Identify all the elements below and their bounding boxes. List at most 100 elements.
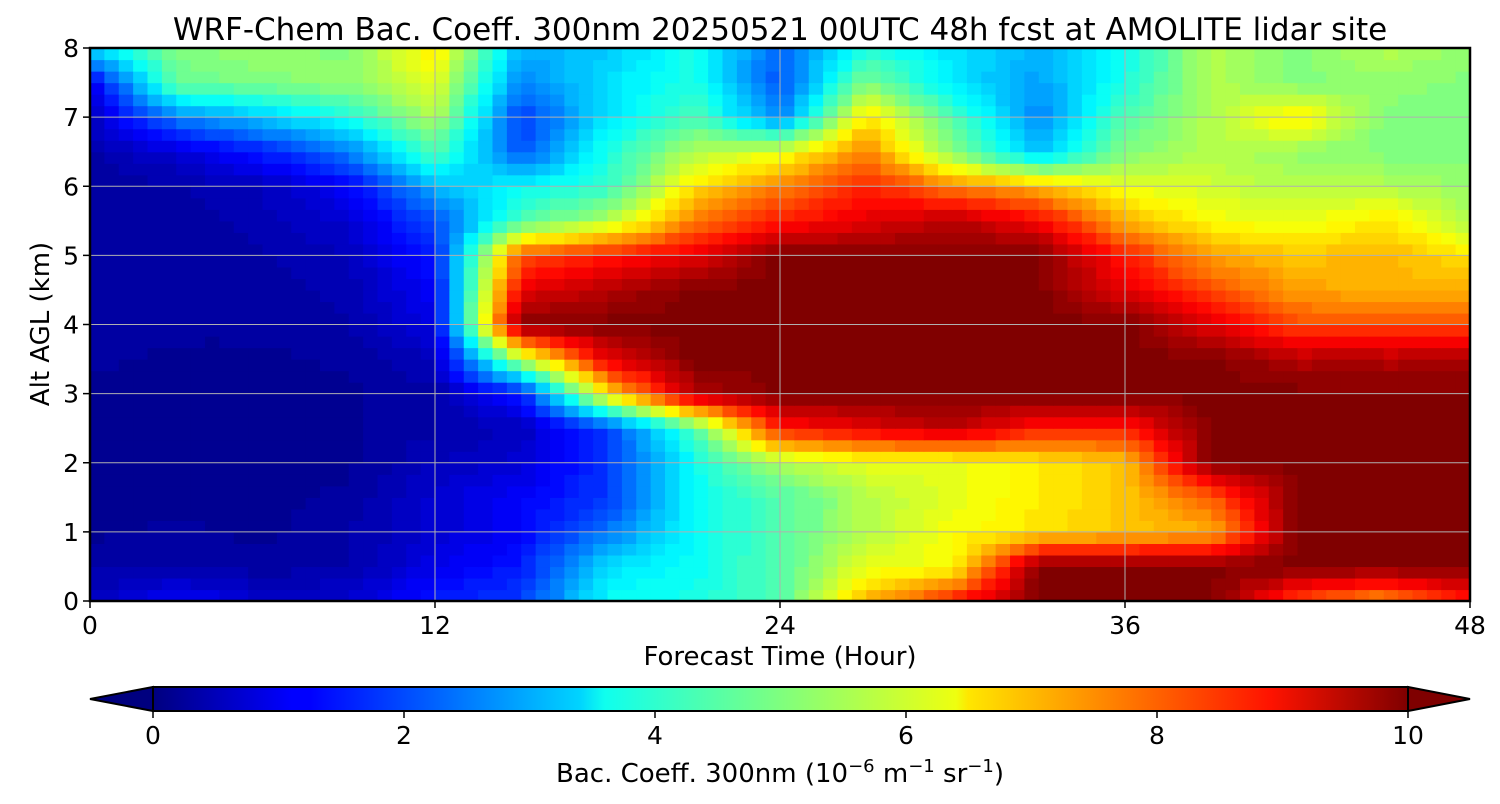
heatmap-cell bbox=[679, 197, 695, 210]
heatmap-cell bbox=[104, 312, 120, 326]
heatmap-cell bbox=[607, 255, 623, 268]
heatmap-cell bbox=[1053, 128, 1069, 141]
heatmap-cell bbox=[406, 266, 422, 280]
heatmap-cell bbox=[1240, 128, 1255, 141]
heatmap-cell bbox=[1283, 554, 1299, 568]
heatmap-cell bbox=[190, 278, 206, 291]
heatmap-cell bbox=[880, 140, 896, 153]
heatmap-cell bbox=[564, 117, 580, 130]
heatmap-cell bbox=[406, 151, 422, 164]
heatmap-cell bbox=[1240, 266, 1255, 280]
heatmap-cell bbox=[593, 577, 609, 591]
heatmap-cell bbox=[305, 243, 321, 256]
heatmap-cell bbox=[305, 324, 321, 337]
heatmap-cell bbox=[564, 439, 580, 452]
heatmap-cell bbox=[133, 439, 149, 452]
heatmap-cell bbox=[276, 266, 292, 280]
heatmap-cell bbox=[406, 163, 422, 176]
heatmap-cell bbox=[909, 577, 925, 591]
heatmap-cell bbox=[190, 312, 206, 326]
heatmap-cell bbox=[851, 94, 867, 107]
heatmap-cell bbox=[1182, 163, 1198, 176]
heatmap-cell bbox=[995, 128, 1011, 141]
heatmap-cell bbox=[104, 520, 120, 533]
heatmap-cell bbox=[607, 324, 623, 337]
heatmap-cell bbox=[650, 48, 666, 61]
heatmap-cell bbox=[1125, 197, 1140, 210]
heatmap-cell bbox=[190, 186, 206, 199]
heatmap-cell bbox=[837, 82, 853, 95]
heatmap-cell bbox=[521, 416, 537, 429]
heatmap-cell bbox=[420, 289, 436, 303]
heatmap-cell bbox=[219, 209, 235, 222]
heatmap-cell bbox=[794, 566, 810, 579]
heatmap-cell bbox=[923, 497, 939, 510]
heatmap-cell bbox=[981, 301, 997, 314]
heatmap-cell bbox=[837, 577, 853, 591]
heatmap-cell bbox=[952, 186, 968, 199]
y-tick-label: 0 bbox=[63, 587, 79, 616]
heatmap-cell bbox=[147, 197, 163, 210]
heatmap-cell bbox=[1240, 71, 1255, 84]
heatmap-cell bbox=[348, 451, 364, 464]
heatmap-cell bbox=[564, 151, 580, 164]
heatmap-cell bbox=[506, 566, 522, 579]
heatmap-cell bbox=[837, 428, 853, 441]
heatmap-cell bbox=[161, 531, 177, 544]
heatmap-cell bbox=[1010, 59, 1025, 72]
heatmap-cell bbox=[823, 382, 839, 395]
heatmap-cell bbox=[190, 405, 206, 418]
heatmap-cell bbox=[1053, 543, 1069, 556]
heatmap-cell bbox=[248, 554, 264, 568]
heatmap-cell bbox=[305, 577, 321, 591]
heatmap-cell bbox=[176, 531, 192, 544]
heatmap-cell bbox=[1398, 140, 1414, 153]
heatmap-cell bbox=[219, 405, 235, 418]
heatmap-cell bbox=[1311, 520, 1327, 533]
heatmap-cell bbox=[995, 336, 1011, 349]
heatmap-cell bbox=[478, 209, 494, 222]
heatmap-cell bbox=[1326, 82, 1342, 95]
heatmap-cell bbox=[291, 243, 307, 256]
heatmap-cell bbox=[463, 485, 479, 498]
heatmap-cell bbox=[823, 566, 839, 579]
heatmap-cell bbox=[923, 266, 939, 280]
heatmap-cell bbox=[1038, 324, 1054, 337]
heatmap-cell bbox=[1211, 554, 1227, 568]
heatmap-cell bbox=[981, 266, 997, 280]
heatmap-cell bbox=[1355, 324, 1370, 337]
heatmap-cell bbox=[636, 301, 652, 314]
heatmap-cell bbox=[1125, 324, 1140, 337]
heatmap-cell bbox=[1268, 174, 1284, 187]
heatmap-cell bbox=[751, 462, 767, 475]
heatmap-cell bbox=[118, 324, 134, 337]
heatmap-cell bbox=[1182, 428, 1198, 441]
heatmap-cell bbox=[1067, 508, 1083, 521]
heatmap-cell bbox=[1311, 462, 1327, 475]
heatmap-cell bbox=[1340, 243, 1356, 256]
heatmap-cell bbox=[391, 336, 407, 349]
heatmap-cell bbox=[794, 312, 810, 326]
heatmap-cell bbox=[147, 82, 163, 95]
heatmap-cell bbox=[1067, 209, 1083, 222]
heatmap-cell bbox=[1412, 312, 1428, 326]
heatmap-cell bbox=[1211, 336, 1227, 349]
heatmap-cell bbox=[923, 566, 939, 579]
heatmap-cell bbox=[363, 508, 379, 521]
heatmap-cell bbox=[736, 82, 752, 95]
heatmap-cell bbox=[205, 589, 220, 601]
heatmap-cell bbox=[1153, 151, 1169, 164]
heatmap-cell bbox=[578, 439, 594, 452]
heatmap-cell bbox=[1125, 94, 1140, 107]
heatmap-cell bbox=[736, 278, 752, 291]
heatmap-cell bbox=[377, 312, 393, 326]
heatmap-cell bbox=[1369, 497, 1385, 510]
heatmap-cell bbox=[1398, 462, 1414, 475]
heatmap-cell bbox=[1081, 117, 1097, 130]
heatmap-cell bbox=[305, 531, 321, 544]
heatmap-cell bbox=[751, 474, 767, 487]
heatmap-cell bbox=[708, 428, 724, 441]
heatmap-cell bbox=[981, 566, 997, 579]
heatmap-cell bbox=[233, 59, 249, 72]
heatmap-cell bbox=[794, 220, 810, 233]
